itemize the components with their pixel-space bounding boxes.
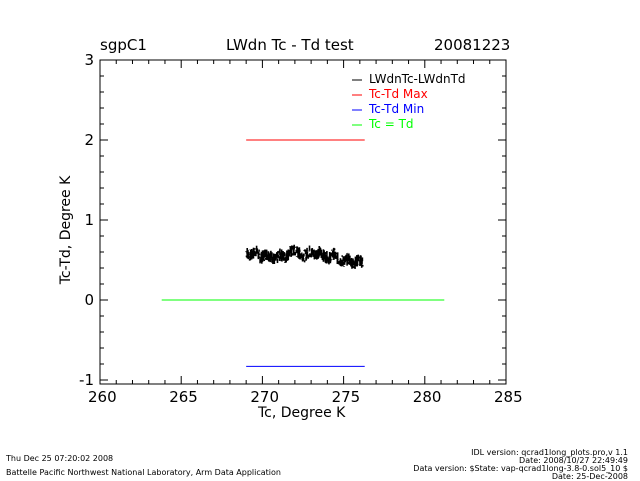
x-tick-label: 275 (331, 388, 361, 406)
legend-entry: Tc-Td Max (369, 87, 428, 101)
legend-entry: Tc-Td Min (369, 102, 425, 116)
footer-org: Battelle Pacific Northwest National Labo… (6, 468, 281, 477)
footer-data-date: Date: 25-Dec-2008 (551, 472, 628, 481)
x-tick-label: 285 (494, 388, 523, 406)
footer-data-version: Data version: $State: vap-qcrad1long-3.8… (413, 464, 628, 473)
footer-timestamp: Thu Dec 25 07:20:02 2008 (6, 454, 114, 463)
site-label: sgpC1 (100, 36, 147, 54)
x-tick-label: 265 (169, 388, 198, 406)
legend-entry: Tc = Td (369, 117, 414, 131)
y-tick-label: 2 (84, 131, 94, 149)
footer-idl-version: IDL version: qcrad1long_plots.pro,v 1.1 (471, 448, 628, 457)
chart-title: LWdn Tc - Td test (226, 36, 354, 54)
plot-frame (99, 59, 507, 385)
y-tick-label: -1 (79, 371, 94, 389)
y-axis-label: Tc-Td, Degree K (58, 175, 74, 285)
x-tick-label: 270 (250, 388, 280, 406)
x-tick-label: 260 (88, 388, 117, 406)
y-tick-label: 1 (84, 211, 94, 229)
legend-entry: LWdnTc-LWdnTd (369, 72, 466, 86)
date-label: 20081223 (434, 36, 511, 54)
x-axis-label: Tc, Degree K (258, 405, 346, 421)
y-tick-label: 0 (84, 291, 94, 309)
x-tick-label: 280 (412, 388, 442, 406)
footer-idl-date: Date: 2008/10/27 22:49:49 (519, 456, 628, 465)
y-tick-label: 3 (84, 51, 94, 69)
